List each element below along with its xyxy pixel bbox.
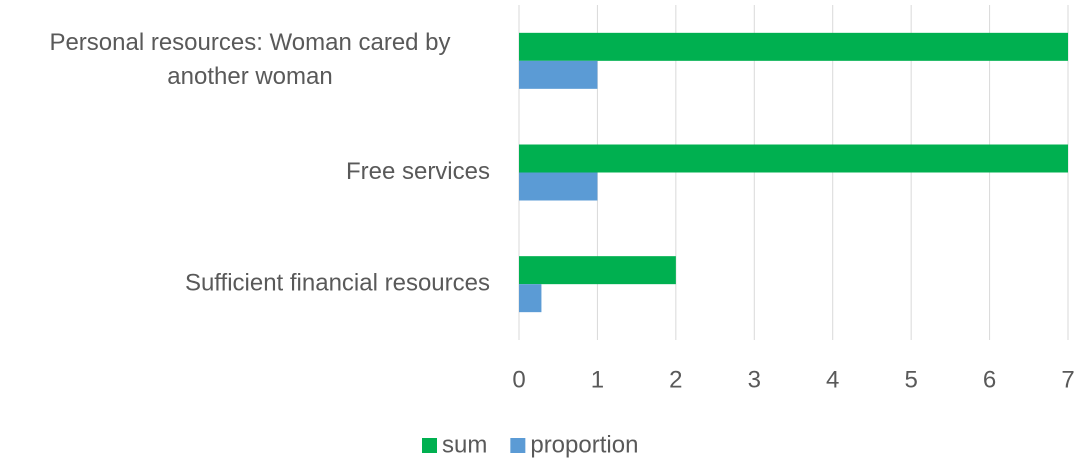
x-tick-label: 4 [826,366,839,393]
legend-swatch [422,438,437,453]
legend-label: sum [442,431,487,458]
x-tick-label: 7 [1061,366,1074,393]
x-tick-label: 1 [591,366,604,393]
bar [519,256,676,285]
bar [519,284,542,313]
x-tick-label: 6 [983,366,996,393]
bar [519,32,1068,61]
x-tick-label: 2 [669,366,682,393]
legend-swatch [510,438,526,453]
x-tick-label: 0 [512,366,525,393]
x-tick-label: 3 [748,366,761,393]
y-tick-label: Personal resources: Woman cared by anothe… [49,29,450,90]
bar [519,60,598,89]
y-tick-label: Sufficient financial resources [185,270,490,297]
bar [519,172,598,201]
legend-label: proportion [530,431,638,458]
bar [519,144,1068,173]
x-tick-label: 5 [904,366,917,393]
y-tick-label: Free services [346,158,490,185]
legend: sum proportion [422,431,638,458]
